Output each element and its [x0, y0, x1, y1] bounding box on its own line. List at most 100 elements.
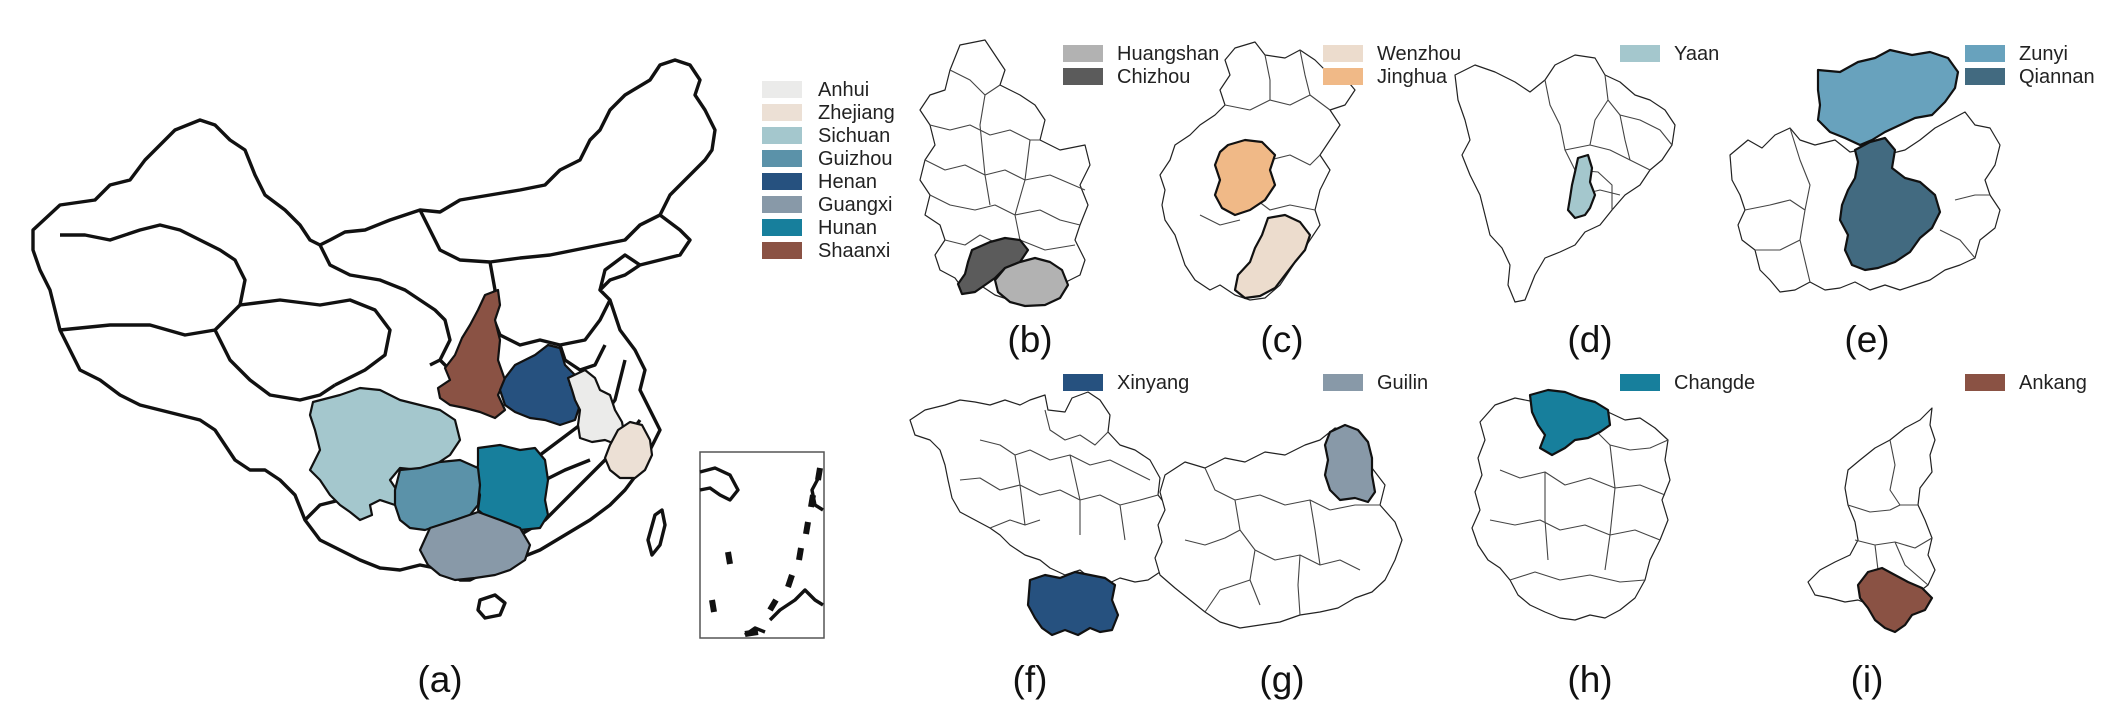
legend-swatch-zunyi	[1965, 45, 2005, 62]
shaanxi-internal-boundaries	[1847, 439, 1933, 591]
panel-b-anhui: Huangshan Chizhou (b)	[919, 39, 1219, 360]
legend-swatch-sichuan	[762, 127, 802, 144]
legend-label-changde: Changde	[1674, 372, 1755, 394]
region-yaan	[1566, 153, 1597, 220]
legend-a: Anhui Zhejiang Sichuan Guizhou Henan Gua…	[762, 79, 895, 262]
legend-d: Yaan	[1620, 43, 1719, 65]
legend-h: Changde	[1620, 372, 1755, 394]
province-shaanxi	[436, 288, 507, 420]
panel-label-e: (e)	[1844, 319, 1889, 360]
legend-label-guizhou: Guizhou	[818, 148, 893, 170]
legend-swatch-xinyang	[1063, 374, 1103, 391]
panel-label-i: (i)	[1851, 659, 1884, 700]
panel-label-c: (c)	[1260, 319, 1303, 360]
legend-swatch-huangshan	[1063, 45, 1103, 62]
zhejiang-internal-boundaries	[1199, 49, 1331, 226]
legend-label-ankang: Ankang	[2019, 372, 2087, 394]
province-henan	[498, 343, 587, 427]
island-hainan	[476, 593, 507, 620]
legend-swatch-guilin	[1323, 374, 1363, 391]
legend-b: Huangshan Chizhou	[1063, 43, 1219, 88]
henan-internal-boundaries	[959, 409, 1159, 541]
hunan-internal-boundaries	[1489, 407, 1669, 583]
legend-swatch-guangxi	[762, 196, 802, 213]
sichuan-internal-boundaries	[1544, 74, 1673, 210]
legend-label-qiannan: Qiannan	[2019, 66, 2095, 88]
region-xinyang	[1026, 570, 1120, 637]
legend-label-chizhou: Chizhou	[1117, 66, 1190, 88]
region-changde	[1528, 388, 1612, 457]
legend-label-zunyi: Zunyi	[2019, 43, 2068, 65]
legend-label-guangxi: Guangxi	[818, 194, 893, 216]
legend-swatch-wenzhou	[1323, 45, 1363, 62]
legend-swatch-hunan	[762, 219, 802, 236]
boundary-qinghai	[239, 298, 392, 387]
guangxi-internal-boundaries	[1184, 467, 1380, 616]
legend-swatch-ankang	[1965, 374, 2005, 391]
legend-f: Xinyang	[1063, 372, 1189, 394]
sichuan-outline	[1454, 54, 1676, 303]
legend-e: Zunyi Qiannan	[1965, 43, 2095, 88]
legend-label-zhejiang: Zhejiang	[818, 102, 895, 124]
legend-label-shaanxi: Shaanxi	[818, 240, 890, 262]
legend-i: Ankang	[1965, 372, 2087, 394]
legend-label-yaan: Yaan	[1674, 43, 1719, 65]
island-taiwan	[646, 508, 667, 557]
legend-swatch-henan	[762, 173, 802, 190]
panel-label-a: (a)	[417, 659, 462, 700]
legend-swatch-jinghua	[1323, 68, 1363, 85]
panel-label-b: (b)	[1007, 319, 1052, 360]
legend-swatch-chizhou	[1063, 68, 1103, 85]
panel-i-shaanxi: Ankang (i)	[1807, 372, 2087, 700]
legend-swatch-shaanxi	[762, 242, 802, 259]
china-outline-west	[31, 58, 717, 582]
region-chizhou	[956, 236, 1030, 296]
boundary-gansu	[318, 244, 452, 367]
province-zhejiang	[603, 420, 654, 480]
region-zunyi	[1816, 48, 1960, 147]
legend-label-wenzhou: Wenzhou	[1377, 43, 1461, 65]
boundary-xinjiang	[59, 223, 247, 337]
panel-d-sichuan: Yaan (d)	[1454, 43, 1719, 360]
panel-a-china-map: Anhui Zhejiang Sichuan Guizhou Henan Gua…	[31, 58, 895, 700]
boundary-tibet	[213, 329, 336, 402]
legend-swatch-guizhou	[762, 150, 802, 167]
panel-label-d: (d)	[1567, 319, 1612, 360]
panel-c-zhejiang: Wenzhou Jinghua (c)	[1159, 41, 1461, 360]
legend-label-hunan: Hunan	[818, 217, 877, 239]
region-ankang	[1856, 566, 1934, 634]
south-china-sea-inset	[699, 451, 825, 639]
region-huangshan	[993, 256, 1070, 308]
legend-label-anhui: Anhui	[818, 79, 869, 101]
legend-label-huangshan: Huangshan	[1117, 43, 1219, 65]
region-jinghua	[1213, 138, 1277, 217]
boundary-northeast	[598, 213, 661, 291]
legend-label-xinyang: Xinyang	[1117, 372, 1189, 394]
legend-label-henan: Henan	[818, 171, 877, 193]
panel-e-guizhou: Zunyi Qiannan (e)	[1729, 43, 2095, 360]
panel-h-hunan: Changde (h)	[1471, 372, 1755, 700]
region-wenzhou	[1233, 213, 1312, 300]
legend-swatch-qiannan	[1965, 68, 2005, 85]
panel-f-henan: Xinyang (f)	[909, 372, 1189, 700]
panel-g-guangxi: Guilin (g)	[1154, 372, 1428, 700]
legend-label-guilin: Guilin	[1377, 372, 1428, 394]
nine-dash-line	[709, 467, 823, 637]
henan-outline	[909, 391, 1181, 586]
legend-label-jinghua: Jinghua	[1377, 66, 1448, 88]
panel-label-g: (g)	[1259, 659, 1304, 700]
legend-swatch-zhejiang	[762, 104, 802, 121]
legend-label-sichuan: Sichuan	[818, 125, 890, 147]
hunan-outline	[1471, 394, 1671, 621]
region-qiannan	[1838, 136, 1942, 272]
province-guangxi	[418, 510, 532, 582]
legend-c: Wenzhou Jinghua	[1323, 43, 1461, 88]
region-guilin	[1323, 423, 1377, 504]
legend-swatch-changde	[1620, 374, 1660, 391]
panel-label-h: (h)	[1567, 659, 1612, 700]
legend-swatch-yaan	[1620, 45, 1660, 62]
legend-swatch-anhui	[762, 81, 802, 98]
panel-label-f: (f)	[1013, 659, 1048, 700]
legend-g: Guilin	[1323, 372, 1428, 394]
